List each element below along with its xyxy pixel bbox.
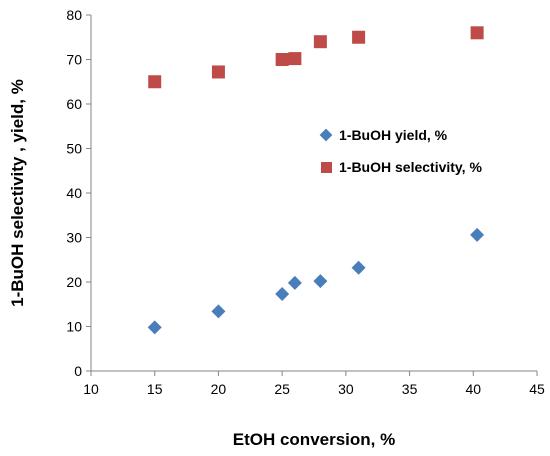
y-tick-label: 60 <box>66 96 82 112</box>
legend-label-yield: 1-BuOH yield, % <box>339 127 448 143</box>
y-tick-label: 50 <box>66 141 82 157</box>
y-tick-label: 40 <box>66 185 82 201</box>
x-tick-label: 45 <box>529 381 545 397</box>
y-tick-label: 20 <box>66 274 82 290</box>
yield-point <box>470 227 485 242</box>
x-axis-title: EtOH conversion, % <box>233 430 395 449</box>
y-tick-label: 10 <box>66 319 82 335</box>
selectivity-point <box>470 26 484 40</box>
selectivity-point <box>275 53 289 66</box>
y-axis-title: 1-BuOH selectivity , yield, % <box>8 79 27 307</box>
yield-point <box>351 260 366 275</box>
legend-marker-selectivity <box>321 162 332 173</box>
yield-point <box>313 274 328 289</box>
yield-point <box>147 320 162 335</box>
x-tick-label: 35 <box>402 381 418 397</box>
ticks <box>86 14 538 376</box>
x-tick-label: 25 <box>274 381 290 397</box>
x-tick-label: 15 <box>147 381 163 397</box>
selectivity-point <box>352 30 366 44</box>
y-tick-label: 80 <box>66 7 82 23</box>
x-tick-label: 40 <box>465 381 481 397</box>
y-tick-label: 70 <box>66 52 82 68</box>
y-tick-label: 0 <box>74 363 82 379</box>
axes <box>90 15 537 372</box>
x-tick-label: 20 <box>211 381 227 397</box>
yield-point <box>287 275 302 290</box>
legend: 1-BuOH yield, % 1-BuOH selectivity, % <box>319 127 482 175</box>
y-tick-label: 30 <box>66 230 82 246</box>
x-tick-label: 30 <box>338 381 354 397</box>
legend-label-selectivity: 1-BuOH selectivity, % <box>339 159 482 175</box>
yield-point <box>275 287 290 302</box>
data-marks <box>147 26 485 335</box>
selectivity-point <box>211 65 225 79</box>
legend-marker-yield <box>319 128 333 142</box>
selectivity-point <box>148 75 162 89</box>
yield-point <box>211 304 226 319</box>
x-tick-label: 10 <box>83 381 99 397</box>
selectivity-point <box>313 35 327 49</box>
selectivity-point <box>288 52 302 66</box>
